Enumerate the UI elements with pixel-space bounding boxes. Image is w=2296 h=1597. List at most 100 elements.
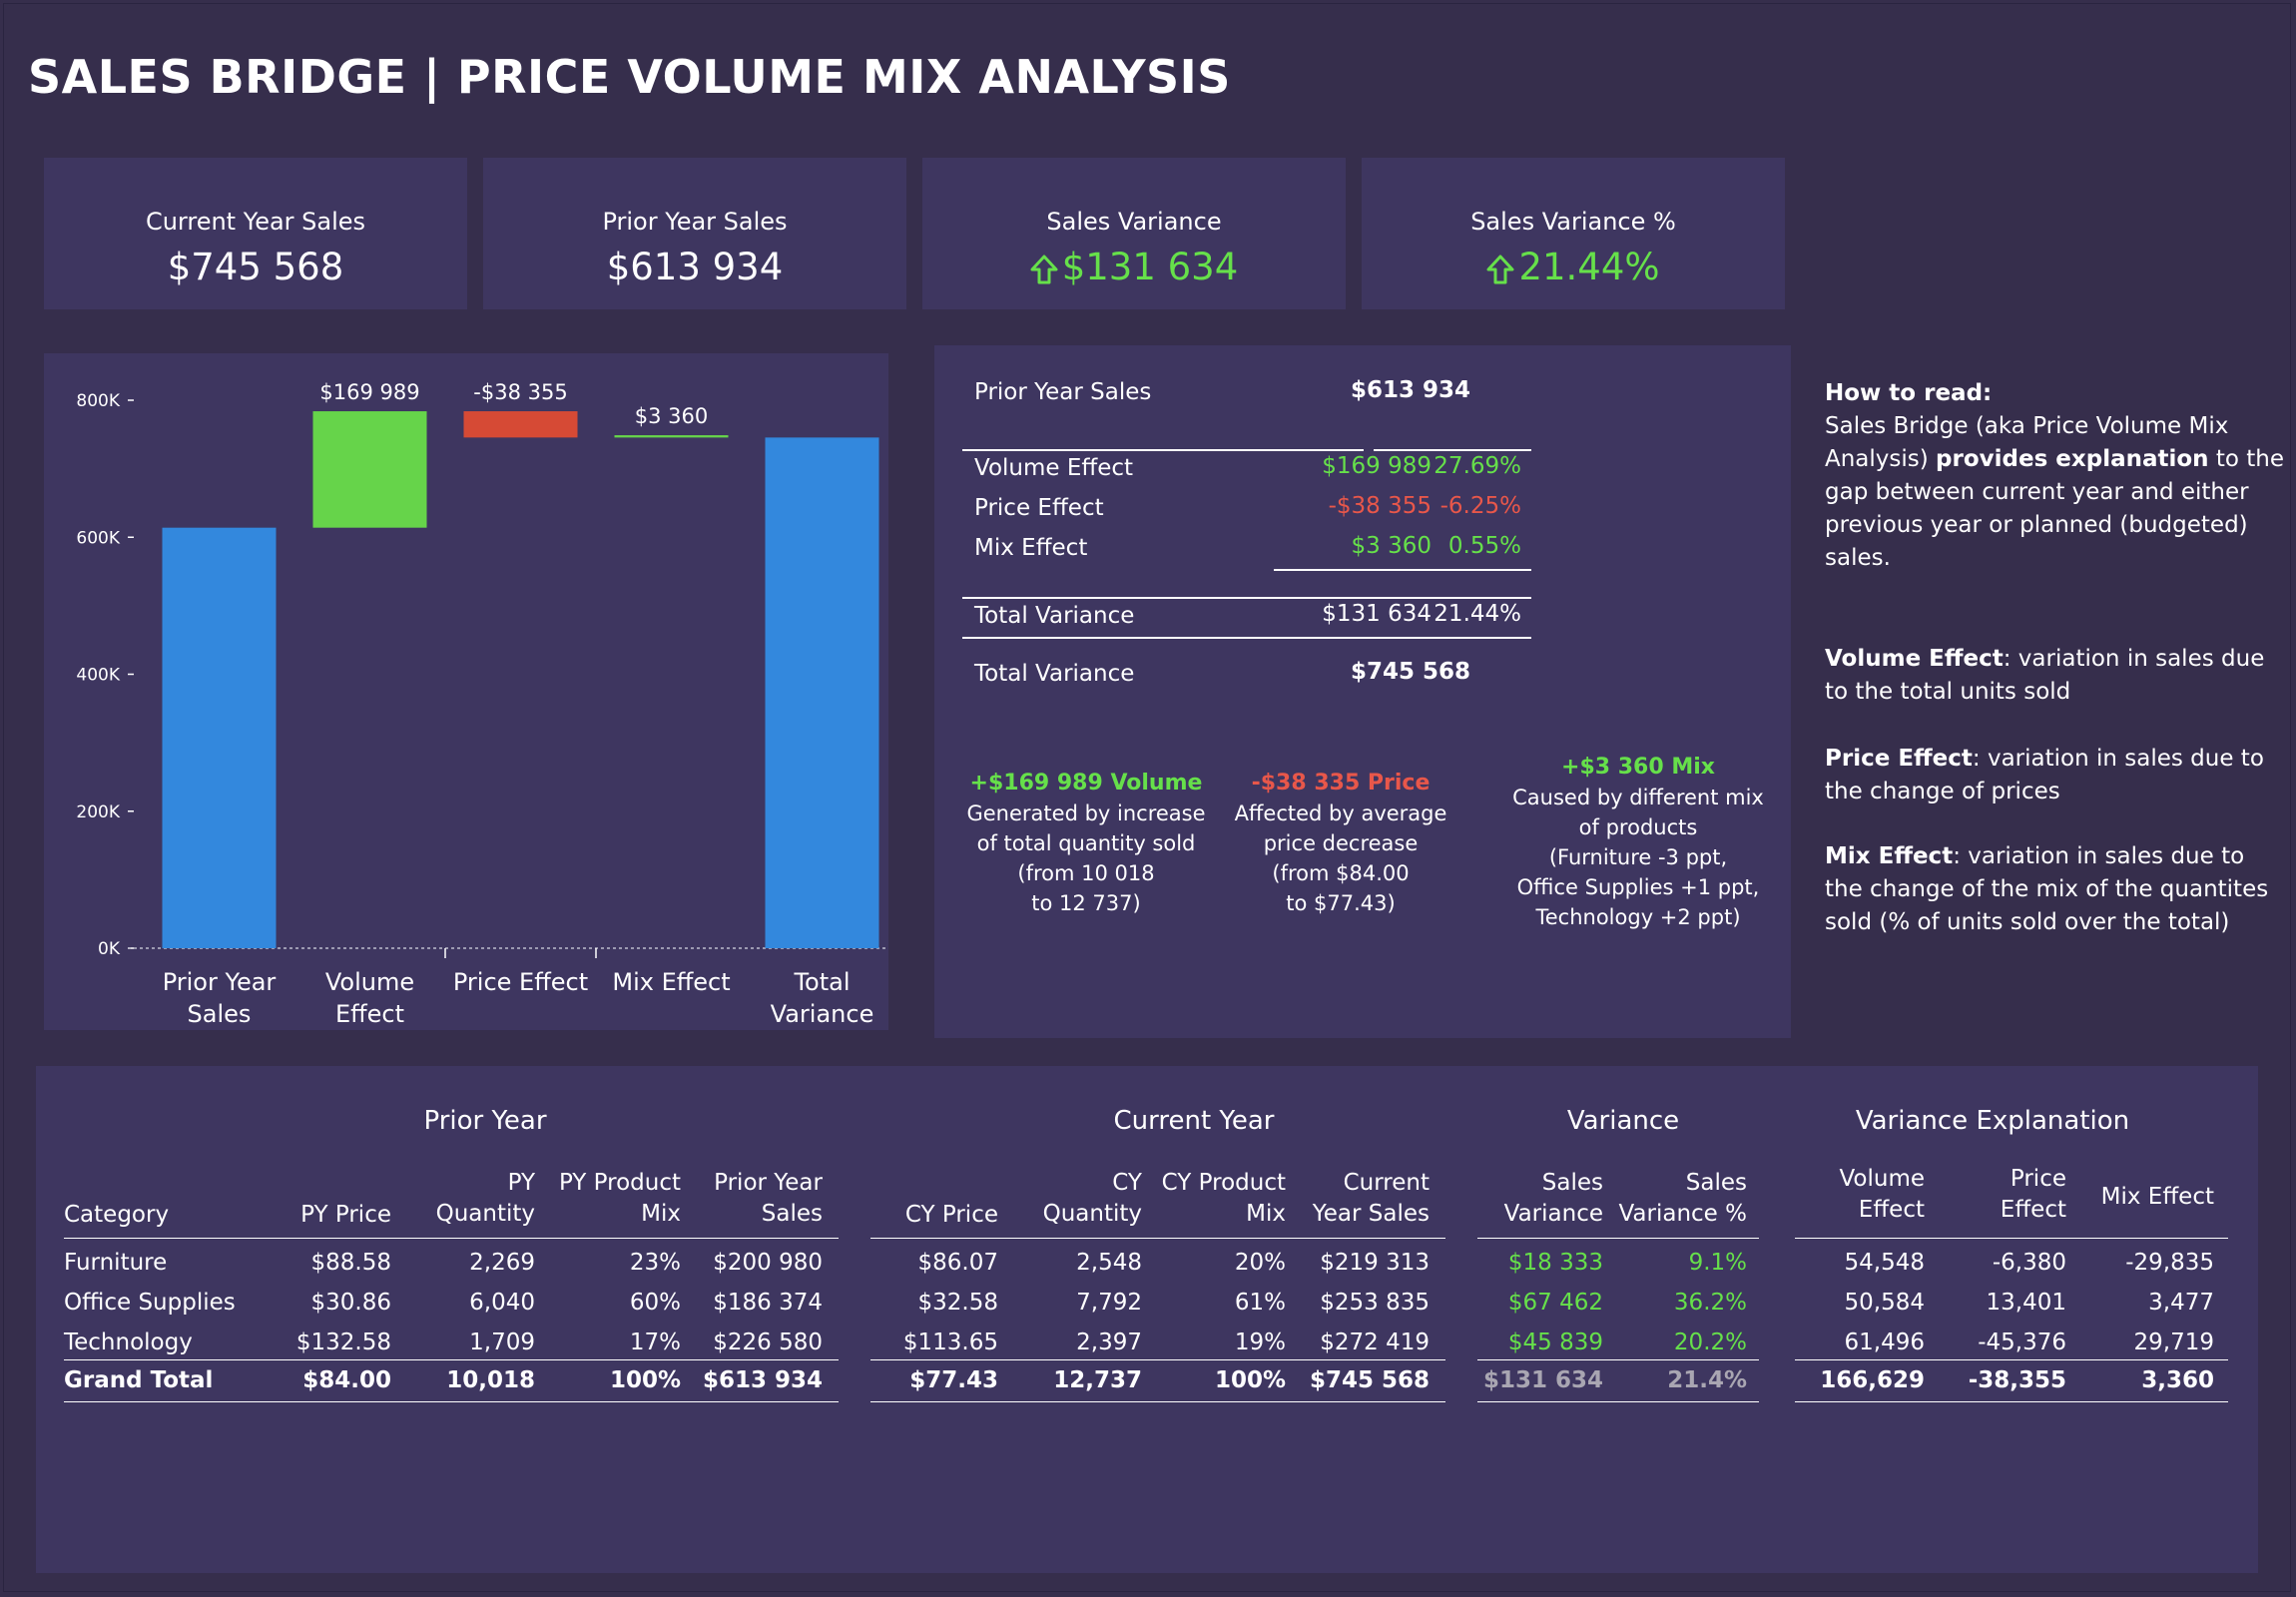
- waterfall-bar: [765, 437, 879, 948]
- divider: [962, 637, 1531, 639]
- table-cell: 29,719: [2133, 1330, 2214, 1355]
- summary-price-value: -$38 355: [1328, 493, 1432, 519]
- table-cell: $272 419: [1320, 1330, 1430, 1355]
- how-to-read-text-c: to the gap between current year and eith…: [1825, 446, 2285, 571]
- kpi-label: Sales Variance: [1046, 208, 1222, 236]
- divider: [1274, 569, 1531, 571]
- kpi-current-year-sales: Current Year Sales $745 568: [44, 158, 467, 309]
- y-tick-label: 400K: [76, 666, 120, 686]
- table-cell: 54,548: [1844, 1250, 1925, 1276]
- table-cell: 17%: [629, 1330, 681, 1355]
- column-header: Mix Effect: [2074, 1182, 2214, 1213]
- x-category-label: Sales: [188, 1000, 252, 1028]
- waterfall-bar: [463, 411, 578, 438]
- table-cell: 36.2%: [1673, 1290, 1747, 1316]
- table-cell: $113.65: [902, 1330, 998, 1355]
- volume-explanation-head: +$169 989 Volume: [969, 771, 1203, 796]
- y-tick-label: 200K: [76, 802, 120, 822]
- variance-summary-panel: Prior Year Sales $613 934 Volume Effect …: [934, 345, 1791, 1038]
- grand-total-cell: 10,018: [446, 1367, 535, 1393]
- group-header-variance: Variance: [1566, 1106, 1680, 1136]
- column-header-line: Mix: [1246, 1201, 1286, 1227]
- y-tick-label: 0K: [98, 939, 121, 959]
- y-tick-label: 800K: [76, 391, 120, 411]
- table-cell: -29,835: [2125, 1250, 2214, 1276]
- bottom-divider: [1477, 1401, 1759, 1402]
- grand-total-cell: 166,629: [1820, 1367, 1925, 1393]
- table-cell: $88.58: [310, 1250, 391, 1276]
- bottom-divider: [264, 1401, 839, 1402]
- how-to-read-text-b: provides explanation: [1936, 446, 2209, 472]
- up-arrow-icon: [1030, 255, 1058, 283]
- bottom-divider: [1795, 1401, 2228, 1402]
- x-category-label: Prior Year: [163, 968, 277, 996]
- column-header-line: PY Product: [558, 1170, 681, 1196]
- total-divider: [64, 1359, 264, 1360]
- table-cell: 20.2%: [1673, 1330, 1747, 1355]
- grand-total-cell: Grand Total: [64, 1367, 214, 1393]
- kpi-value-row: $131 634: [922, 246, 1346, 288]
- explanation-line: Affected by average: [1234, 801, 1447, 825]
- group-header-variance-explanation: Variance Explanation: [1855, 1106, 2130, 1136]
- explanation-line: price decrease: [1263, 831, 1419, 855]
- header-divider: [64, 1238, 264, 1239]
- column-header: CY Product Mix: [1150, 1168, 1286, 1230]
- definition-term: Volume Effect: [1825, 646, 2004, 672]
- mix-effect-definition: Mix Effect: variation in sales due to th…: [1825, 840, 2284, 939]
- explanation-line: to $77.43): [1286, 891, 1396, 915]
- table-cell: 60%: [629, 1290, 681, 1316]
- column-header: Price Effect: [1933, 1164, 2066, 1226]
- x-category-label: Mix Effect: [612, 968, 730, 996]
- total-divider: [870, 1359, 1445, 1360]
- waterfall-chart-panel: 0K 200K 400K 600K 800K Prior Year Sales $169 98…: [44, 353, 888, 1030]
- explanation-line: (from 10 018: [1017, 861, 1155, 885]
- total-divider: [1795, 1359, 2228, 1360]
- explanation-line: to 12 737): [1031, 891, 1141, 915]
- kpi-sales-variance: Sales Variance $131 634: [922, 158, 1346, 309]
- grand-total-cell: $131 634: [1482, 1367, 1603, 1393]
- column-header: CY Price: [864, 1200, 998, 1231]
- divider: [1374, 449, 1531, 451]
- summary-price-pct: -6.25%: [1439, 493, 1521, 519]
- table-cell: 6,040: [469, 1290, 535, 1316]
- table-cell: 1,709: [469, 1330, 535, 1355]
- column-header-line: Effect: [1858, 1197, 1925, 1223]
- column-header-line: Quantity: [435, 1201, 535, 1227]
- divider: [962, 449, 1364, 451]
- column-header: CY Quantity: [1006, 1168, 1142, 1230]
- waterfall-chart: 0K 200K 400K 600K 800K Prior Year Sales $169 98…: [76, 380, 888, 1028]
- x-category-label: Price Effect: [453, 968, 588, 996]
- table-cell: $32.58: [917, 1290, 998, 1316]
- kpi-label: Sales Variance %: [1470, 208, 1676, 236]
- kpi-value: $745 568: [167, 246, 344, 288]
- price-effect-definition: Price Effect: variation in sales due to …: [1825, 743, 2284, 808]
- column-header: PY Product Mix: [543, 1168, 681, 1230]
- table-cell: $186 374: [713, 1290, 823, 1316]
- bottom-divider: [64, 1401, 264, 1402]
- table-cell: 61,496: [1844, 1330, 1925, 1355]
- explanation-line: (from $84.00: [1272, 861, 1410, 885]
- grand-total-cell: -38,355: [1968, 1367, 2066, 1393]
- column-header-line: Year Sales: [1312, 1201, 1430, 1227]
- table-cell: $200 980: [713, 1250, 823, 1276]
- x-category-label: Variance: [771, 1000, 874, 1028]
- kpi-prior-year-sales: Prior Year Sales $613 934: [483, 158, 906, 309]
- waterfall-bar: [162, 527, 277, 948]
- kpi-value: $613 934: [606, 246, 784, 288]
- column-header: PY Quantity: [399, 1168, 535, 1230]
- column-header-line: Sales: [1541, 1170, 1603, 1196]
- summary-mix-value: $3 360: [1351, 533, 1432, 559]
- column-header-line: Variance: [1503, 1201, 1603, 1227]
- bottom-divider: [870, 1401, 1445, 1402]
- mix-explanation-head: +$3 360 Mix: [1561, 755, 1715, 780]
- column-header-line: Prior Year: [714, 1170, 823, 1196]
- table-cell: 50,584: [1844, 1290, 1925, 1316]
- table-cell: 7,792: [1076, 1290, 1142, 1316]
- price-explanation-head: -$38 335 Price: [1251, 771, 1431, 796]
- column-header-line: PY Price: [300, 1202, 391, 1228]
- total-divider: [1477, 1359, 1759, 1360]
- table-cell: $226 580: [713, 1330, 823, 1355]
- column-header-line: CY Price: [904, 1202, 998, 1228]
- how-to-read-intro: How to read: Sales Bridge (aka Price Vol…: [1825, 377, 2284, 575]
- table-cell: 13,401: [1986, 1290, 2066, 1316]
